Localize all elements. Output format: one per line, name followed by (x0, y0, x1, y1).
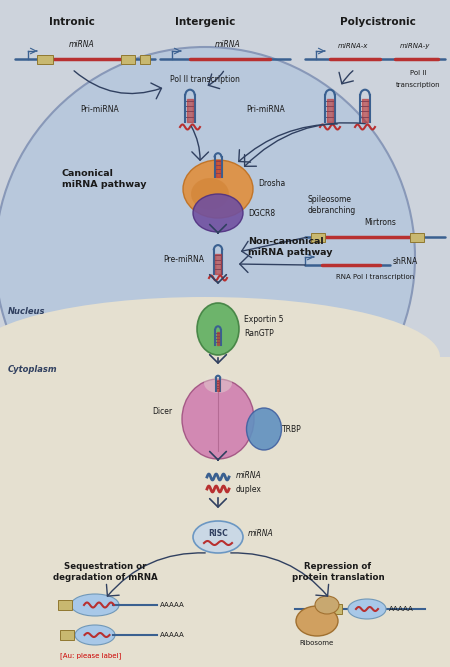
Bar (140, 55, 150, 63)
Text: miRNA: miRNA (215, 40, 241, 49)
Text: Exportin 5: Exportin 5 (244, 315, 284, 323)
Ellipse shape (183, 160, 253, 218)
Text: TRBP: TRBP (282, 424, 302, 434)
Text: Pol II transcription: Pol II transcription (170, 75, 240, 83)
Text: duplex: duplex (236, 484, 262, 494)
Ellipse shape (296, 606, 338, 636)
Ellipse shape (204, 373, 232, 393)
Bar (410, 233, 424, 241)
Text: Dicer: Dicer (152, 406, 172, 416)
Ellipse shape (182, 379, 254, 459)
Ellipse shape (247, 408, 282, 450)
Text: Cytoplasm: Cytoplasm (8, 364, 58, 374)
Ellipse shape (0, 297, 440, 417)
Text: miRNA: miRNA (69, 40, 95, 49)
Text: Intronic: Intronic (49, 17, 95, 27)
Bar (328, 604, 342, 614)
Text: RNA Pol I transcription: RNA Pol I transcription (336, 274, 414, 280)
Ellipse shape (193, 194, 243, 232)
Text: shRNA: shRNA (393, 257, 418, 265)
Text: Repression of
protein translation: Repression of protein translation (292, 562, 384, 582)
Text: Pri-miRNA: Pri-miRNA (246, 105, 285, 113)
Text: miRNA-y: miRNA-y (400, 43, 430, 49)
Ellipse shape (71, 594, 119, 616)
Text: Sequestration or
degradation of mRNA: Sequestration or degradation of mRNA (53, 562, 158, 582)
Text: RanGTP: RanGTP (244, 329, 274, 338)
Bar (121, 55, 135, 63)
Bar (37, 55, 53, 63)
Text: miRNA: miRNA (236, 470, 262, 480)
Text: AAAAA: AAAAA (160, 602, 185, 608)
Bar (311, 233, 325, 241)
Ellipse shape (193, 521, 243, 553)
Bar (60, 630, 74, 640)
Text: Nucleus: Nucleus (8, 307, 45, 317)
Text: DGCR8: DGCR8 (248, 209, 275, 217)
Text: AAAAA: AAAAA (160, 632, 185, 638)
Text: transcription: transcription (396, 82, 440, 88)
Text: Drosha: Drosha (258, 179, 285, 187)
Text: Intergenic: Intergenic (175, 17, 235, 27)
Text: [Au: please label]: [Au: please label] (60, 652, 121, 659)
Text: Mirtrons: Mirtrons (364, 218, 396, 227)
Text: Pre-miRNA: Pre-miRNA (163, 255, 204, 265)
Text: AAAAA: AAAAA (389, 606, 414, 612)
Polygon shape (0, 357, 450, 667)
Text: Ribosome: Ribosome (300, 640, 334, 646)
Text: miRNA: miRNA (248, 528, 274, 538)
Ellipse shape (75, 625, 115, 645)
Ellipse shape (315, 596, 339, 614)
Text: RISC: RISC (208, 528, 228, 538)
Text: Pol II: Pol II (410, 70, 426, 76)
Text: miRNA-x: miRNA-x (338, 43, 368, 49)
Text: Canonical
miRNA pathway: Canonical miRNA pathway (62, 169, 147, 189)
Text: Non-canonical
miRNA pathway: Non-canonical miRNA pathway (248, 237, 333, 257)
Text: Spileosome
debranching: Spileosome debranching (308, 195, 356, 215)
Ellipse shape (0, 47, 415, 467)
Bar (58, 600, 72, 610)
Ellipse shape (348, 599, 386, 619)
Text: Pri-miRNA: Pri-miRNA (80, 105, 119, 113)
Ellipse shape (197, 303, 239, 355)
Ellipse shape (191, 178, 229, 210)
Text: Polycistronic: Polycistronic (340, 17, 416, 27)
